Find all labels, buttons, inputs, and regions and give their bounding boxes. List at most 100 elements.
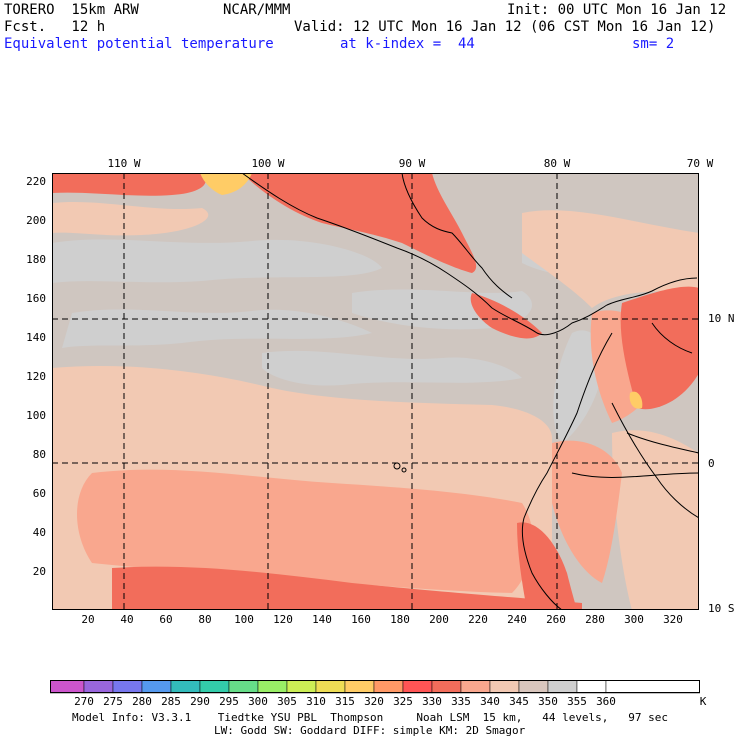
border-3	[651, 322, 693, 354]
border-1	[626, 432, 699, 454]
colorbar-label: 275	[103, 695, 123, 708]
galapagos-islands	[393, 462, 401, 470]
theta-e-map	[52, 173, 699, 610]
colorbar-cell	[112, 680, 143, 694]
colorbar-label: 280	[132, 695, 152, 708]
colorbar-cell	[50, 680, 85, 694]
colorbar-label: 345	[509, 695, 529, 708]
x-grid-label: 100	[234, 613, 254, 626]
colorbar-cell	[141, 680, 172, 694]
lat-label: 10 S	[708, 602, 735, 615]
colorbar-label: 285	[161, 695, 181, 708]
x-grid-label: 20	[81, 613, 95, 626]
andes-border	[611, 402, 699, 519]
colorbar-unit: K	[699, 695, 707, 708]
colorbar-label: 350	[538, 695, 558, 708]
field-name: Equivalent potential temperature	[4, 36, 274, 52]
border-2	[571, 472, 699, 478]
colorbar-label: 295	[219, 695, 239, 708]
map-frame	[52, 173, 699, 610]
x-grid-label: 240	[507, 613, 527, 626]
y-grid-label: 40	[32, 526, 46, 539]
colorbar-label: 340	[480, 695, 500, 708]
valid-time: Valid: 12 UTC Mon 16 Jan 12 (06 CST Mon …	[294, 19, 716, 35]
colorbar-label: 330	[422, 695, 442, 708]
colorbar-label: 315	[335, 695, 355, 708]
coastlines	[241, 173, 699, 610]
y-grid-label: 120	[26, 370, 46, 383]
model-physics: LW: Godd SW: Goddard DIFF: simple KM: 2D…	[214, 724, 526, 737]
y-grid-label: 20	[32, 565, 46, 578]
colorbar-cell	[547, 680, 578, 694]
colorbar	[50, 680, 700, 694]
lon-label: 100 W	[251, 157, 285, 170]
colorbar-cell	[344, 680, 375, 694]
x-grid-label: 200	[429, 613, 449, 626]
institution-label: NCAR/MMM	[223, 2, 291, 18]
caribbean-coast	[401, 173, 513, 299]
x-grid-label: 180	[390, 613, 410, 626]
x-grid-label: 60	[159, 613, 173, 626]
colorbar-cell	[228, 680, 259, 694]
forecast-hour: Fcst. 12 h	[4, 19, 106, 35]
lon-label: 110 W	[107, 157, 141, 170]
galapagos-islands-2	[401, 467, 407, 473]
x-grid-label: 220	[468, 613, 488, 626]
y-grid-label: 80	[32, 448, 46, 461]
hot-regions	[52, 173, 699, 610]
init-time: Init: 00 UTC Mon 16 Jan 12	[507, 2, 727, 18]
colorbar-label: 360	[596, 695, 616, 708]
colorbar-cell	[315, 680, 346, 694]
x-grid-label: 320	[663, 613, 683, 626]
colorbar-label: 335	[451, 695, 471, 708]
x-grid-label: 280	[585, 613, 605, 626]
x-grid-label: 140	[312, 613, 332, 626]
smoothing-label: sm= 2	[632, 36, 675, 52]
model-info: Model Info: V3.3.1 Tiedtke YSU PBL Thomp…	[72, 711, 669, 724]
y-grid-label: 180	[26, 253, 46, 266]
y-grid-label: 200	[26, 214, 46, 227]
x-grid-label: 260	[546, 613, 566, 626]
colorbar-cell	[257, 680, 288, 694]
y-grid-label: 160	[26, 292, 46, 305]
colorbar-cell	[402, 680, 433, 694]
colorbar-cell	[170, 680, 201, 694]
colorbar-cell	[518, 680, 549, 694]
colorbar-cell	[199, 680, 230, 694]
x-grid-label: 160	[351, 613, 371, 626]
lon-label: 70 W	[686, 157, 714, 170]
colorbar-cell	[460, 680, 491, 694]
colorbar-cell	[286, 680, 317, 694]
x-grid-label: 80	[198, 613, 212, 626]
colorbar-label: 290	[190, 695, 210, 708]
lat-label: 0	[708, 457, 715, 470]
colorbar-cell	[83, 680, 114, 694]
colorbar-cell	[373, 680, 404, 694]
colorbar-label: 325	[393, 695, 413, 708]
model-title: TORERO 15km ARW	[4, 2, 139, 18]
lon-label: 90 W	[398, 157, 426, 170]
colorbar-label: 300	[248, 695, 268, 708]
colorbar-label: 320	[364, 695, 384, 708]
colorbar-frame	[50, 680, 700, 693]
peak-spots	[200, 173, 643, 409]
lon-label: 80 W	[543, 157, 571, 170]
colorbar-label: 270	[74, 695, 94, 708]
colorbar-cells	[50, 680, 700, 694]
lat-lon-grid	[52, 173, 699, 610]
x-grid-label: 300	[624, 613, 644, 626]
colorbar-label: 305	[277, 695, 297, 708]
colorbar-cell	[576, 680, 607, 694]
lat-label: 10 N	[708, 312, 735, 325]
colorbar-label: 310	[306, 695, 326, 708]
x-grid-label: 40	[120, 613, 134, 626]
level-label: at k-index = 44	[340, 36, 475, 52]
south-america-coast	[521, 332, 613, 610]
y-grid-label: 60	[32, 487, 46, 500]
central-america-coast	[241, 173, 698, 336]
colorbar-cell	[605, 680, 700, 694]
x-grid-label: 120	[273, 613, 293, 626]
y-grid-label: 220	[26, 175, 46, 188]
colorbar-label: 355	[567, 695, 587, 708]
colorbar-cell	[431, 680, 462, 694]
